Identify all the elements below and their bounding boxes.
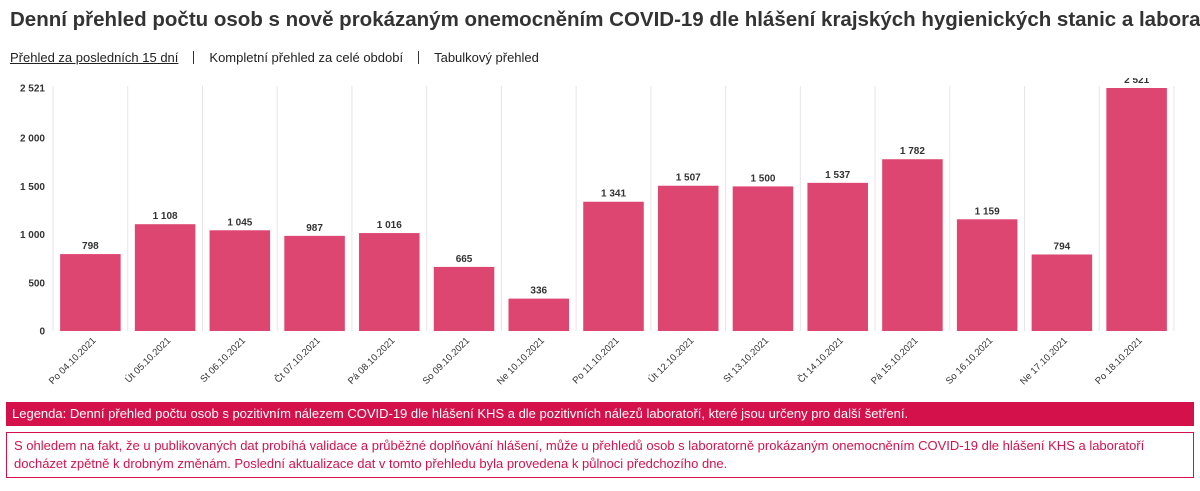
bar[interactable] (359, 233, 420, 331)
tab-last-15-days[interactable]: Přehled za posledních 15 dní (10, 50, 179, 65)
bar-value-label: 1 016 (377, 220, 402, 231)
x-tick-label: Čt 14.10.2021 (796, 335, 846, 385)
x-tick-label: St 06.10.2021 (198, 335, 248, 385)
tab-divider (193, 51, 195, 64)
page-title: Denní přehled počtu osob s nově prokázan… (10, 8, 1200, 31)
x-tick-label: Po 04.10.2021 (47, 335, 98, 386)
bar-value-label: 336 (530, 286, 547, 297)
x-tick-label: Ne 10.10.2021 (495, 335, 547, 387)
bar-value-label: 1 507 (676, 173, 701, 184)
x-tick-label: Út 05.10.2021 (123, 335, 173, 385)
bar[interactable] (657, 185, 719, 331)
y-tick-label: 1 000 (20, 230, 45, 241)
bar-value-label: 798 (82, 241, 99, 252)
x-tick-label: So 16.10.2021 (944, 335, 995, 386)
bar[interactable] (1106, 88, 1167, 331)
x-tick-label: Ne 17.10.2021 (1018, 335, 1070, 387)
bar-value-label: 2 521 (1124, 78, 1149, 86)
bar-value-label: 1 159 (975, 206, 1000, 217)
bar-value-label: 1 537 (825, 170, 850, 181)
y-tick-label: 0 (39, 327, 45, 338)
bar[interactable] (60, 254, 121, 331)
bar-value-label: 987 (306, 223, 323, 234)
tab-table-overview[interactable]: Tabulkový přehled (434, 50, 539, 65)
bar-value-label: 1 045 (227, 217, 252, 228)
bar-value-label: 665 (456, 254, 473, 265)
bar-chart: 0 500 1 000 1 500 2 000 2 521 798 Po 04.10.2021… (20, 78, 1175, 387)
y-tick-label: 2 000 (20, 134, 45, 145)
bar[interactable] (284, 235, 345, 331)
bar-value-label: 794 (1054, 241, 1071, 252)
bar[interactable] (433, 266, 495, 331)
x-tick-label: Po 18.10.2021 (1093, 335, 1144, 386)
bar-value-label: 1 782 (900, 146, 925, 157)
bar-value-label: 1 341 (601, 189, 626, 200)
bar-value-label: 1 108 (153, 211, 178, 222)
legend-bar: Legenda: Denní přehled počtu osob s pozi… (6, 402, 1194, 426)
x-tick-label: St 13.10.2021 (721, 335, 771, 385)
x-tick-label: Čt 07.10.2021 (273, 335, 323, 385)
bar[interactable] (508, 298, 570, 331)
tab-full-period[interactable]: Kompletní přehled za celé období (209, 50, 404, 65)
bar-value-label: 1 500 (750, 173, 775, 184)
data-update-note: S ohledem na fakt, že u publikovaných da… (6, 432, 1194, 478)
y-tick-label: 2 521 (20, 84, 45, 95)
bar[interactable] (134, 224, 196, 331)
x-tick-label: Út 12.10.2021 (646, 335, 696, 385)
x-tick-label: So 09.10.2021 (421, 335, 472, 386)
x-tick-label: Po 11.10.2021 (571, 335, 622, 386)
bar[interactable] (956, 219, 1018, 331)
y-tick-label: 1 500 (20, 182, 45, 193)
bar[interactable] (1031, 254, 1093, 331)
bar[interactable] (807, 182, 868, 331)
view-tabs: Přehled za posledních 15 dní Kompletní p… (10, 50, 539, 65)
bar[interactable] (209, 230, 271, 331)
x-tick-label: Pá 15.10.2021 (869, 335, 920, 386)
bar[interactable] (583, 201, 644, 331)
tab-divider (418, 51, 420, 64)
y-tick-label: 500 (28, 278, 45, 289)
bar[interactable] (882, 159, 943, 331)
x-tick-label: Pá 08.10.2021 (346, 335, 397, 386)
bar[interactable] (732, 186, 794, 331)
